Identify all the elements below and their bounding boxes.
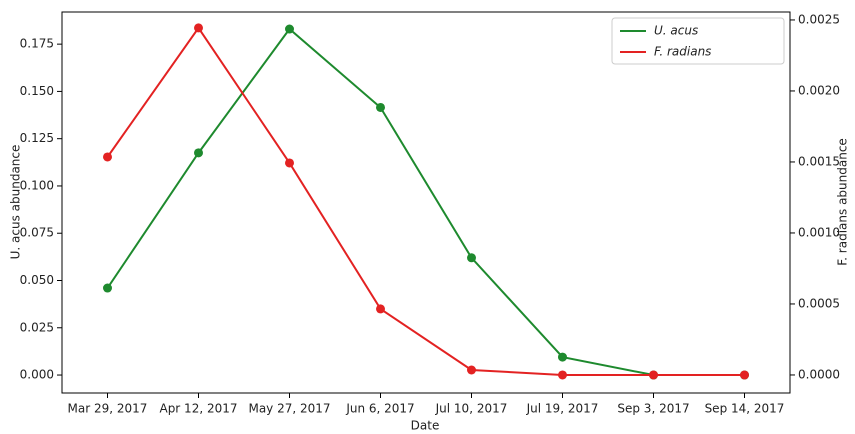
x-tick-label: May 27, 2017 [248,402,330,416]
y2-axis-label: F. radians abundance [836,138,850,266]
y-tick-label: 0.150 [20,84,54,98]
y-tick-label: 0.100 [20,178,54,192]
y-tick-label: 0.175 [20,37,54,51]
data-point [194,148,203,158]
legend-label: U. acus [654,24,698,38]
y-tick-label: 0.050 [20,273,54,287]
data-point [558,352,567,362]
x-tick-label: Jul 19, 2017 [526,402,599,416]
data-point [740,370,749,380]
y2-tick-label: 0.0020 [798,83,840,97]
y-tick-label: 0.075 [20,226,54,240]
y-axis-label: U. acus abundance [9,145,23,260]
x-tick-label: Sep 3, 2017 [617,402,689,416]
series-line [106,27,745,377]
data-point [285,24,294,34]
x-tick-label: Sep 14, 2017 [705,402,785,416]
data-point [467,253,476,263]
data-point [467,365,476,375]
y2-tick-label: 0.0000 [798,367,840,381]
data-point [103,283,112,293]
series-line [106,26,745,376]
legend-label: F. radians [654,45,711,59]
data-point [376,304,385,314]
data-point [194,23,203,33]
data-point [376,102,385,112]
plot-frame [61,11,791,394]
y2-tick-label: 0.0005 [798,296,840,310]
data-point [649,370,658,380]
y2-tick-label: 0.0025 [798,12,840,26]
y2-tick-label: 0.0015 [798,154,840,168]
x-tick-label: Mar 29, 2017 [68,402,148,416]
x-tick-label: Apr 12, 2017 [159,402,237,416]
data-point [103,152,112,162]
y-tick-label: 0.000 [20,368,54,382]
data-point [285,158,294,168]
y-tick-label: 0.025 [20,320,54,334]
y2-tick-label: 0.0010 [798,225,840,239]
x-tick-label: Jun 6, 2017 [345,402,414,416]
legend-box [611,17,785,65]
x-axis-label: Date [411,419,440,433]
x-tick-label: Jul 10, 2017 [435,402,508,416]
y-tick-label: 0.125 [20,131,54,145]
data-point [558,370,567,380]
